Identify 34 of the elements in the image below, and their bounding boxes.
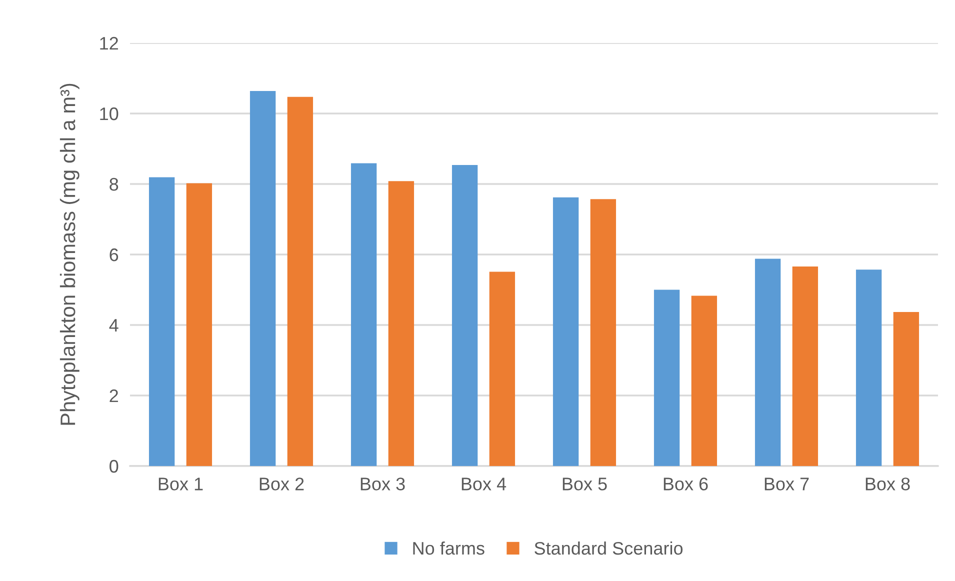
y-tick-label: 10 [100, 107, 118, 120]
x-tick-label: Box 5 [562, 478, 607, 490]
y-tick-label: 8 [110, 178, 118, 191]
legend-label: Standard Scenario [534, 541, 683, 555]
bar [452, 164, 478, 466]
bar [893, 312, 920, 466]
x-tick-label: Box 2 [260, 478, 304, 490]
bar [350, 163, 377, 466]
bar [489, 272, 516, 466]
bar [590, 199, 616, 466]
x-tick-label: Box 4 [462, 478, 506, 490]
bar [250, 90, 276, 466]
x-tick-label: Box 8 [866, 478, 910, 490]
y-axis-title: Phytoplankton biomass (mg chl a m³) [60, 84, 80, 425]
bar [754, 258, 781, 466]
bar [148, 177, 175, 466]
y-tick-label: 12 [100, 36, 118, 50]
bar [287, 96, 314, 466]
bar [388, 181, 414, 466]
x-tick-label: Box 1 [158, 478, 203, 490]
legend-label: No farms [413, 541, 484, 555]
bar [654, 290, 680, 466]
x-tick-label: Box 3 [360, 478, 405, 490]
bar [552, 197, 579, 466]
y-tick-label: 2 [110, 389, 118, 402]
bar [792, 266, 818, 466]
bar [856, 270, 882, 466]
y-tick-label: 6 [110, 248, 118, 262]
y-tick-label: 4 [109, 319, 118, 332]
bar [186, 183, 212, 466]
x-tick-label: Box 6 [664, 478, 708, 490]
y-tick-label: 0 [110, 460, 118, 473]
x-tick-label: Box 7 [764, 478, 809, 490]
bar [691, 296, 718, 466]
